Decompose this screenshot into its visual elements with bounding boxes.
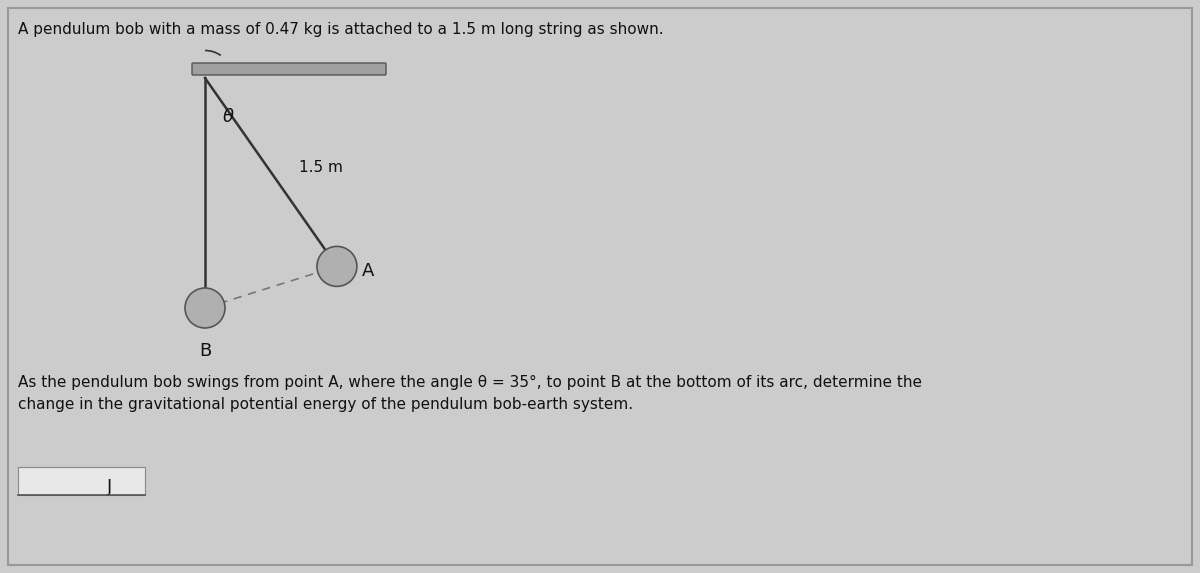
FancyBboxPatch shape bbox=[192, 63, 386, 75]
Bar bbox=[18, 467, 145, 495]
Text: θ: θ bbox=[223, 108, 234, 126]
Circle shape bbox=[317, 246, 356, 286]
Text: A: A bbox=[362, 262, 374, 280]
Text: A pendulum bob with a mass of 0.47 kg is attached to a 1.5 m long string as show: A pendulum bob with a mass of 0.47 kg is… bbox=[18, 22, 664, 37]
Text: J: J bbox=[107, 478, 112, 496]
Text: 1.5 m: 1.5 m bbox=[299, 160, 343, 175]
Text: B: B bbox=[199, 342, 211, 360]
Text: As the pendulum bob swings from point A, where the angle θ = 35°, to point B at : As the pendulum bob swings from point A,… bbox=[18, 375, 922, 412]
Circle shape bbox=[185, 288, 226, 328]
